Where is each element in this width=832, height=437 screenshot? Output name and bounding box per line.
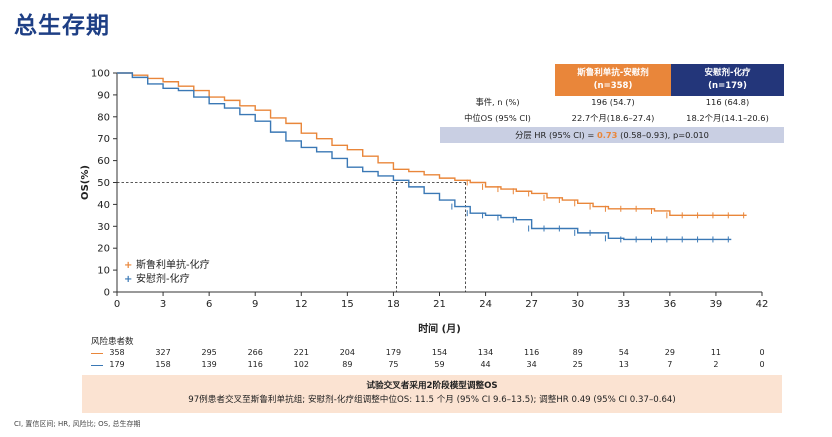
x-tick-label: 36: [663, 299, 676, 310]
arm-b-name: 安慰剂-化疗: [704, 68, 751, 78]
y-tick-label: 30: [97, 222, 110, 233]
y-tick-label: 50: [97, 178, 110, 189]
risk-count: 89: [342, 360, 353, 369]
arm-a-name: 斯鲁利单抗-安慰剂: [577, 68, 649, 78]
risk-count: 139: [201, 360, 217, 369]
x-tick-label: 39: [710, 299, 723, 310]
risk-row-arm-a: 358 327 295 266 221 204 179 154 134 116 89 54 29 11 0: [91, 348, 791, 359]
x-axis-title: 时间 (月): [418, 322, 461, 335]
km-curve-series-1: [117, 72, 747, 217]
median-label: 中位OS (95% CI): [464, 113, 531, 123]
y-tick-label: 0: [104, 288, 110, 299]
x-tick-label: 24: [479, 299, 492, 310]
x-tick-label: 42: [756, 299, 769, 310]
risk-count: 158: [155, 360, 171, 369]
risk-count: 54: [618, 348, 629, 357]
risk-count: 44: [480, 360, 491, 369]
risk-count: 102: [293, 360, 309, 369]
events-label: 事件, n (%): [475, 97, 520, 107]
y-tick-label: 10: [97, 266, 110, 277]
median-arm-a: 22.7个月(18.6–27.4): [571, 113, 655, 123]
x-tick-label: 21: [433, 299, 446, 310]
risk-count: 134: [477, 348, 494, 357]
x-tick-label: 30: [571, 299, 584, 310]
events-arm-b: 116 (64.8): [705, 97, 750, 107]
table-header-arm-b: 安慰剂-化疗 (n=179): [671, 64, 784, 96]
arm-a-n: (n=358): [593, 81, 633, 91]
plus-marker-icon: +: [124, 260, 133, 271]
risk-row-arm-b: 179 158 139 116 102 89 75 59 44 34 25 13 7 2 0: [91, 360, 791, 371]
x-tick-label: 0: [114, 299, 120, 310]
risk-row-marker: [91, 365, 103, 367]
hr-suffix: (0.58–0.93), p=0.010: [617, 130, 709, 140]
km-curve-series-2: [117, 72, 732, 241]
y-tick-label: 60: [97, 156, 110, 167]
risk-count: 327: [155, 348, 171, 357]
legend-item-arm-b: + 安慰剂-化疗: [124, 270, 190, 285]
risk-count: 34: [526, 360, 537, 369]
risk-count: 11: [710, 348, 722, 357]
x-tick-label: 33: [617, 299, 630, 310]
risk-count: 75: [388, 360, 399, 369]
risk-row-marker: [91, 353, 103, 355]
median-row: 中位OS (95% CI) 22.7个月(18.6–27.4) 18.2个月(1…: [440, 110, 784, 126]
risk-count: 7: [667, 360, 673, 369]
crossover-note: 试验交叉者采用2阶段模型调整OS 97例患者交叉至斯鲁利单抗组; 安慰剂-化疗组…: [82, 375, 782, 413]
arm-b-n: (n=179): [708, 81, 747, 91]
risk-count: 204: [339, 348, 355, 357]
risk-count: 266: [247, 348, 263, 357]
risk-count: 29: [664, 348, 675, 357]
risk-count: 0: [759, 360, 765, 369]
y-tick-label: 40: [97, 200, 110, 211]
x-tick-label: 3: [160, 299, 166, 310]
legend-item-arm-a: + 斯鲁利单抗-化疗: [124, 256, 210, 271]
y-tick-label: 70: [97, 134, 110, 145]
y-tick-label: 20: [97, 244, 110, 255]
plus-marker-icon: +: [124, 274, 133, 285]
events-row: 事件, n (%) 196 (54.7) 116 (64.8): [440, 94, 784, 110]
y-tick-label: 80: [97, 112, 110, 123]
page-title: 总生存期: [14, 13, 110, 39]
x-tick-label: 6: [206, 299, 212, 310]
y-axis-title: OS(%): [80, 165, 91, 200]
risk-table-title: 风险患者数: [91, 337, 134, 347]
risk-count: 179: [109, 360, 125, 369]
y-tick-label: 90: [97, 90, 110, 101]
events-arm-a: 196 (54.7): [591, 97, 635, 107]
x-tick-label: 9: [252, 299, 258, 310]
risk-count: 221: [293, 348, 309, 357]
risk-count: 59: [434, 360, 445, 369]
hr-value: 0.73: [596, 130, 618, 140]
x-tick-label: 27: [525, 299, 538, 310]
note-title: 试验交叉者采用2阶段模型调整OS: [366, 381, 498, 391]
legend-label-arm-a: 斯鲁利单抗-化疗: [136, 260, 210, 271]
risk-count: 13: [618, 360, 629, 369]
table-header-arm-a: 斯鲁利单抗-安慰剂 (n=358): [555, 64, 671, 96]
hr-prefix: 分层 HR (95% CI) =: [515, 130, 597, 140]
y-tick-label: 100: [91, 69, 110, 80]
x-tick-label: 15: [341, 299, 354, 310]
hazard-ratio-row: 分层 HR (95% CI) = 0.73 (0.58–0.93), p=0.0…: [440, 127, 784, 143]
risk-count: 116: [524, 348, 540, 357]
risk-count: 89: [572, 348, 583, 357]
note-detail: 97例患者交叉至斯鲁利单抗组; 安慰剂-化疗组调整中位OS: 11.5 个月 (…: [188, 395, 676, 405]
legend-label-arm-b: 安慰剂-化疗: [136, 274, 190, 285]
risk-count: 2: [713, 360, 719, 369]
footnote: CI, 置信区间; HR, 风险比; OS, 总生存期: [14, 420, 141, 428]
risk-count: 116: [247, 360, 263, 369]
x-tick-label: 12: [295, 299, 308, 310]
risk-count: 154: [431, 348, 448, 357]
median-arm-b: 18.2个月(14.1–20.6): [686, 113, 769, 123]
risk-count: 179: [385, 348, 402, 357]
risk-count: 0: [759, 348, 765, 357]
risk-count: 25: [572, 360, 583, 369]
risk-count: 358: [109, 348, 125, 357]
x-tick-label: 18: [387, 299, 400, 310]
risk-count: 295: [201, 348, 217, 357]
